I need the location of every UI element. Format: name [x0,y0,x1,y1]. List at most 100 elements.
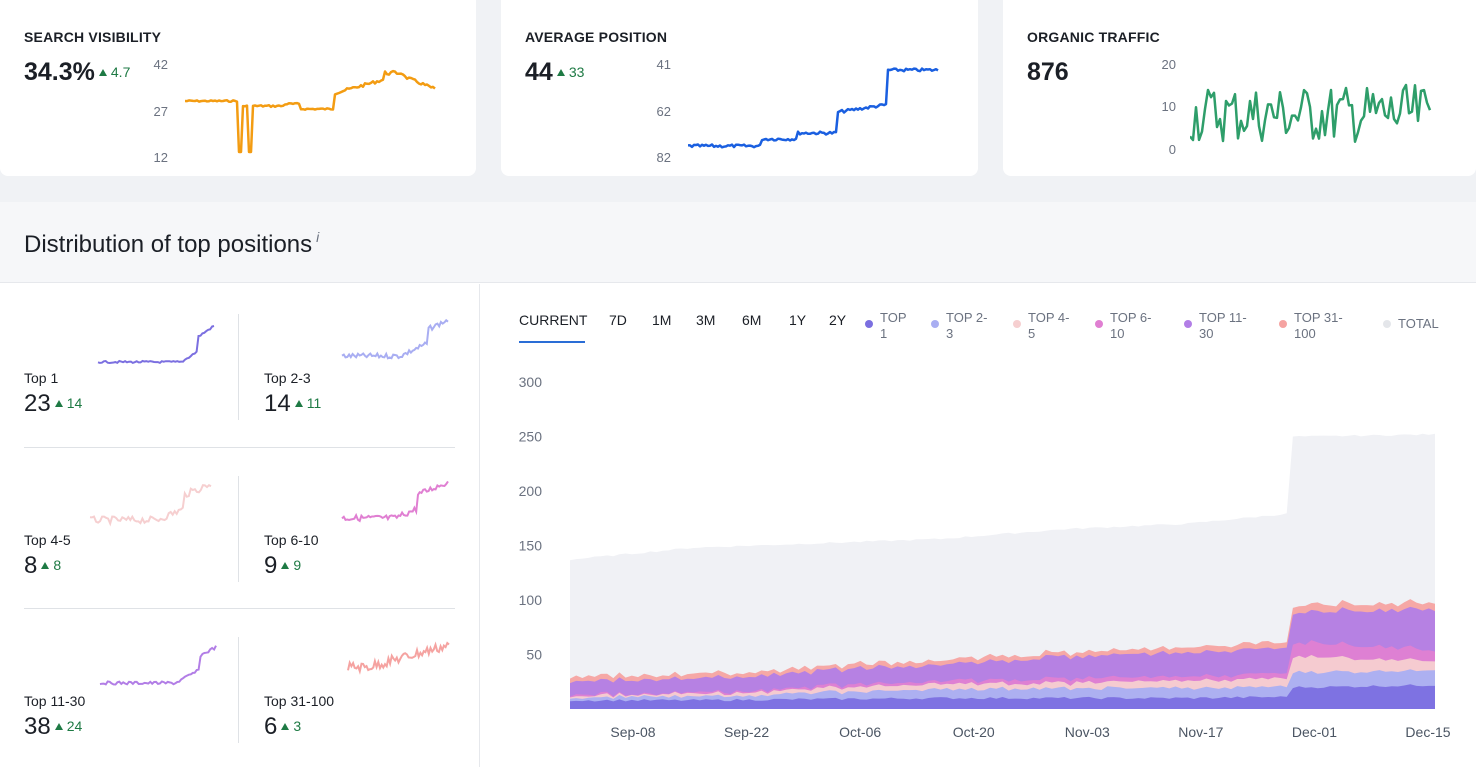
mini-value: 38 24 [24,713,83,740]
section-title: Distribution of top positions i [24,229,320,258]
arrow-up-icon [41,562,50,569]
x-tick-label: Sep-08 [610,724,655,740]
arrow-up-icon [54,400,63,407]
visibility-sparkline [185,69,436,154]
delta-badge: 9 [281,557,301,573]
divider [238,314,239,420]
mini-label: Top 2-3 [264,370,311,386]
card-value: 876 [1027,58,1069,86]
card-average-position[interactable]: AVERAGE POSITION 44 33 41 62 82 [501,0,978,176]
card-label: AVERAGE POSITION [525,29,668,45]
x-tick-label: Nov-17 [1178,724,1223,740]
tab-1y[interactable]: 1Y [789,312,807,328]
series-area-top-1 [570,684,1435,709]
y-tick: 0 [1168,142,1176,157]
info-icon[interactable]: i [316,229,320,245]
divider [24,608,455,609]
arrow-up-icon [54,723,63,730]
delta-badge: 11 [294,395,321,411]
arrow-up-icon [281,562,290,569]
legend-dot [1383,320,1391,328]
y-tick-label: 250 [519,429,543,445]
arrow-up-icon [556,69,565,76]
y-tick: 82 [656,150,671,165]
legend-dot [1013,320,1021,328]
card-label: ORGANIC TRAFFIC [1027,29,1160,45]
x-tick-label: Dec-15 [1405,724,1450,740]
tab-1m[interactable]: 1M [652,312,672,328]
mini-sparkline [347,641,450,675]
y-tick-label: 100 [519,592,543,608]
distribution-area-chart: 300 250 200 150 100 50 Sep-08 Sep-22 Oct-06 Oct-2… [519,374,1451,740]
card-organic-traffic[interactable]: ORGANIC TRAFFIC 876 20 10 0 [1003,0,1476,176]
divider [238,637,239,743]
y-tick-label: 200 [519,483,543,499]
mini-label: Top 6-10 [264,532,319,548]
mini-top-2-3[interactable]: Top 2-3 14 11 [264,314,479,420]
section-header: Distribution of top positions i [0,202,1476,283]
delta-badge: 3 [281,718,301,734]
y-tick-label: 300 [519,374,543,390]
divider [238,476,239,582]
card-search-visibility[interactable]: SEARCH VISIBILITY 34.3% 4.7 42 27 12 [0,0,476,176]
mini-label: Top 4-5 [24,532,71,548]
tab-3m[interactable]: 3M [696,312,716,328]
distribution-section: Distribution of top positions i Top 1 23 1… [0,202,1476,767]
series-area-total [570,433,1435,709]
legend-dot [1095,320,1103,328]
y-tick: 20 [1161,57,1176,72]
y-tick-label: 150 [519,538,543,554]
card-value: 44 33 [525,58,585,86]
mini-sparkline [341,318,449,360]
mini-label: Top 1 [24,370,59,386]
x-tick-label: Oct-06 [839,724,881,740]
active-tab-indicator [519,341,585,343]
y-tick-label: 50 [526,647,542,663]
y-tick: 62 [656,104,671,119]
mini-top-1[interactable]: Top 1 23 14 [24,314,239,420]
y-tick: 12 [153,150,168,165]
mini-sparkline [99,645,217,686]
legend-dot [1279,320,1287,328]
x-tick-label: Oct-20 [953,724,995,740]
y-tick: 42 [153,57,168,72]
arrow-up-icon [281,723,290,730]
mini-top-11-30[interactable]: Top 11-30 38 24 [24,637,239,743]
legend-dot [1184,320,1192,328]
delta-badge: 4.7 [98,64,130,80]
tab-6m[interactable]: 6M [742,312,762,328]
x-tick-label: Nov-03 [1065,724,1110,740]
x-tick-label: Sep-22 [724,724,769,740]
tab-2y[interactable]: 2Y [829,312,847,328]
tab-current[interactable]: CURRENT [519,312,588,328]
y-tick: 27 [153,104,168,119]
mini-value: 14 11 [264,390,322,417]
legend-dot [931,320,939,328]
delta-badge: 8 [41,557,61,573]
x-tick-label: Dec-01 [1292,724,1337,740]
arrow-up-icon [98,69,107,76]
y-tick: 10 [1161,99,1176,114]
mini-label: Top 11-30 [24,693,86,709]
card-label: SEARCH VISIBILITY [24,29,162,45]
mini-sparkline [97,325,215,365]
mini-sparkline [89,483,212,527]
mini-label: Top 31-100 [264,693,335,709]
divider [24,447,455,448]
position-sparkline [688,67,939,149]
tab-7d[interactable]: 7D [609,312,627,328]
mini-sparkline [341,480,449,523]
card-value: 34.3% 4.7 [24,58,131,86]
mini-value: 23 14 [24,390,83,417]
legend-dot [865,320,873,328]
delta-badge: 24 [54,718,82,734]
delta-badge: 14 [54,395,82,411]
traffic-sparkline [1190,83,1432,143]
